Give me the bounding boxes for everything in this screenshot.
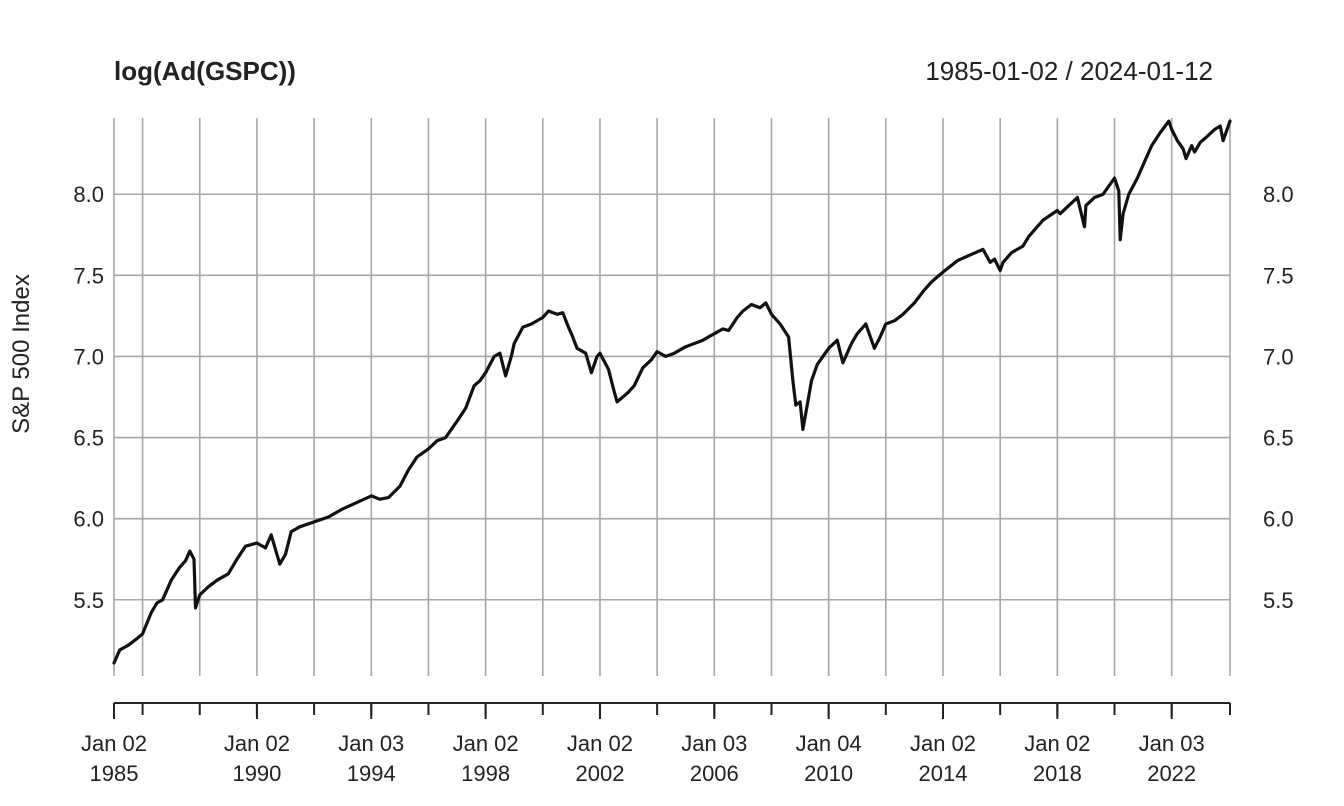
- y-tick-label-right: 6.5: [1263, 426, 1294, 451]
- x-tick-label-date: Jan 03: [1139, 731, 1205, 756]
- y-tick-label-left: 7.5: [73, 263, 104, 288]
- x-tick-label-date: Jan 02: [910, 731, 976, 756]
- y-tick-label-left: 8.0: [73, 182, 104, 207]
- series-line-log-gspc: [112, 119, 1232, 665]
- x-tick-label-year: 1990: [232, 761, 281, 786]
- series-layer: [112, 119, 1232, 665]
- gridlines: [113, 118, 1231, 676]
- x-tick-label-year: 1998: [461, 761, 510, 786]
- y-axis-label: S&P 500 Index: [8, 274, 35, 434]
- x-tick-label-date: Jan 03: [681, 731, 747, 756]
- x-tick-label-date: Jan 02: [1024, 731, 1090, 756]
- x-axis: Jan 02 1985 Jan 02 1990 Jan 03 1994 Jan 02 1998…: [81, 702, 1231, 786]
- y-tick-label-left: 6.5: [73, 426, 104, 451]
- y-tick-label-right: 6.0: [1263, 507, 1294, 532]
- x-tick-label-year: 1985: [90, 761, 139, 786]
- y-tick-labels: 5.5 5.5 6.0 6.0 6.5 6.5 7.0 7.0 7.5 7.5 8.0 8.0: [73, 182, 1293, 613]
- x-tick-label-date: Jan 03: [338, 731, 404, 756]
- y-tick-label-right: 5.5: [1263, 588, 1294, 613]
- y-tick-label-left: 6.0: [73, 507, 104, 532]
- x-tick-label-date: Jan 04: [796, 731, 862, 756]
- y-tick-label-right: 7.0: [1263, 344, 1294, 369]
- x-tick-label-year: 2006: [690, 761, 739, 786]
- x-tick-label-date: Jan 02: [453, 731, 519, 756]
- y-tick-label-left: 7.0: [73, 344, 104, 369]
- y-tick-label-right: 7.5: [1263, 263, 1294, 288]
- x-tick-label-year: 2002: [575, 761, 624, 786]
- x-tick-label-year: 2022: [1147, 761, 1196, 786]
- x-tick-label-date: Jan 02: [567, 731, 633, 756]
- chart-title: log(Ad(GSPC)): [114, 56, 296, 86]
- x-tick-label-year: 2010: [804, 761, 853, 786]
- x-tick-label-year: 2018: [1033, 761, 1082, 786]
- x-tick-label-date: Jan 02: [224, 731, 290, 756]
- y-tick-label-right: 8.0: [1263, 182, 1294, 207]
- date-range: 1985-01-02 / 2024-01-12: [925, 56, 1213, 86]
- y-tick-label-left: 5.5: [73, 588, 104, 613]
- x-tick-label-year: 2014: [919, 761, 968, 786]
- x-tick-label-date: Jan 02: [81, 731, 147, 756]
- x-tick-label-year: 1994: [347, 761, 396, 786]
